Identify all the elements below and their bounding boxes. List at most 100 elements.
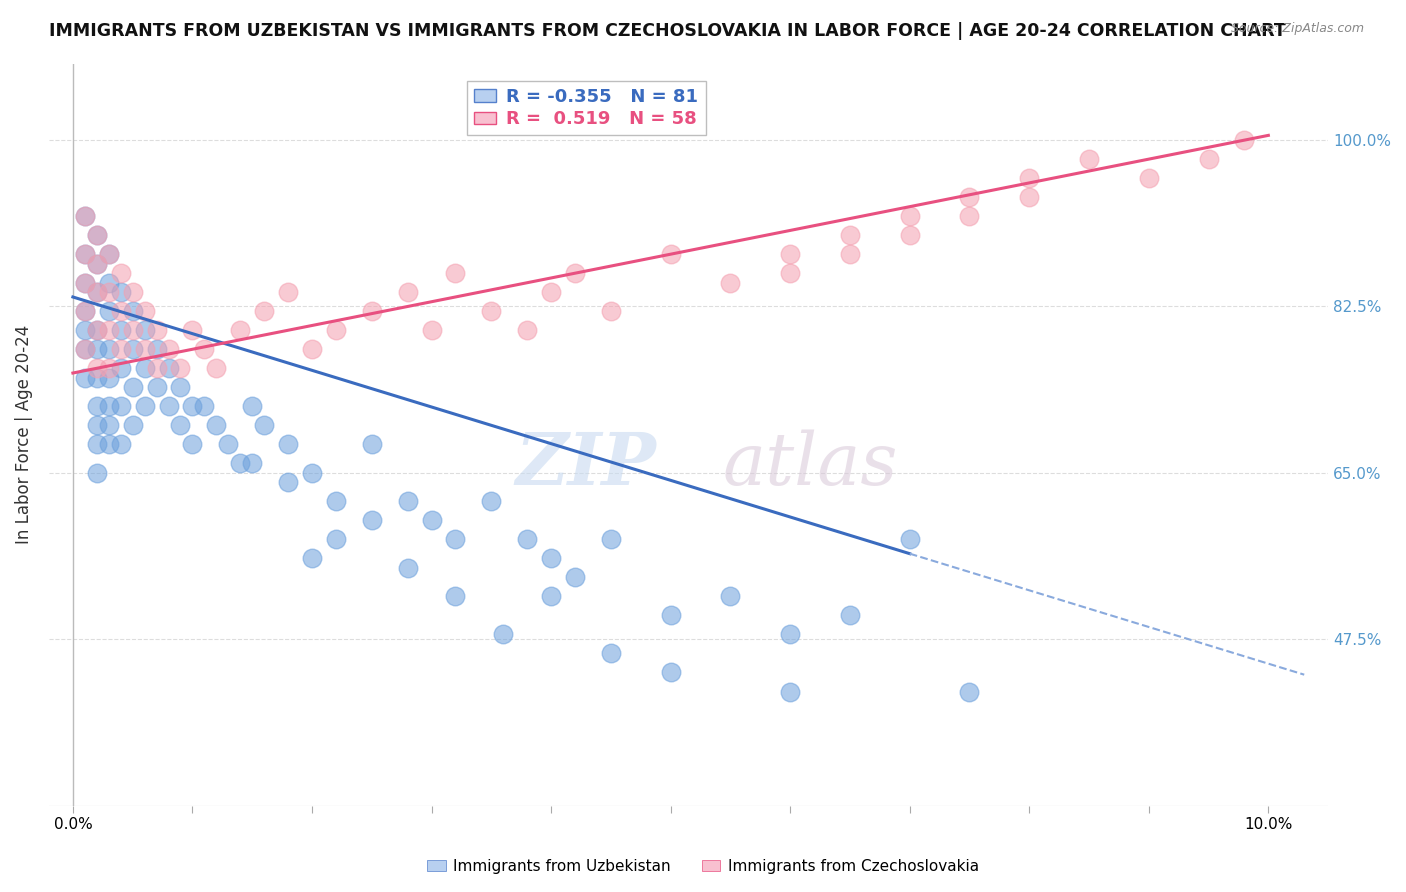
Point xyxy=(253,304,276,318)
Point xyxy=(718,590,741,604)
Point xyxy=(193,343,215,357)
Point xyxy=(97,361,120,376)
Point xyxy=(1233,133,1256,147)
Point xyxy=(396,494,419,508)
Point xyxy=(479,494,502,508)
Point xyxy=(86,371,108,385)
Point xyxy=(1137,171,1160,186)
Point xyxy=(325,533,347,547)
Point xyxy=(157,343,180,357)
Point xyxy=(121,343,143,357)
Point xyxy=(564,266,586,280)
Point xyxy=(718,276,741,290)
Point xyxy=(779,247,801,261)
Point xyxy=(277,285,299,300)
Point xyxy=(86,323,108,337)
Point xyxy=(73,247,96,261)
Point xyxy=(420,323,443,337)
Point xyxy=(97,276,120,290)
Text: atlas: atlas xyxy=(723,429,898,500)
Point xyxy=(779,627,801,641)
Point xyxy=(86,285,108,300)
Point xyxy=(898,533,921,547)
Point xyxy=(73,343,96,357)
Point xyxy=(959,684,981,698)
Point xyxy=(145,343,167,357)
Point xyxy=(73,323,96,337)
Point xyxy=(839,608,862,623)
Point xyxy=(396,561,419,575)
Point xyxy=(121,380,143,394)
Point xyxy=(97,285,120,300)
Point xyxy=(86,228,108,243)
Point xyxy=(599,533,621,547)
Point xyxy=(97,371,120,385)
Point xyxy=(134,323,156,337)
Point xyxy=(240,400,263,414)
Point xyxy=(898,228,921,243)
Point xyxy=(86,343,108,357)
Point xyxy=(110,343,132,357)
Point xyxy=(444,590,467,604)
Point xyxy=(169,418,191,433)
Point xyxy=(839,247,862,261)
Point xyxy=(959,190,981,204)
Point xyxy=(325,494,347,508)
Point xyxy=(360,304,382,318)
Point xyxy=(479,304,502,318)
Point xyxy=(169,361,191,376)
Point xyxy=(229,323,252,337)
Point xyxy=(959,209,981,223)
Point xyxy=(97,437,120,451)
Point xyxy=(134,361,156,376)
Point xyxy=(97,304,120,318)
Point xyxy=(86,361,108,376)
Point xyxy=(110,323,132,337)
Point xyxy=(540,285,562,300)
Point xyxy=(145,323,167,337)
Point xyxy=(169,380,191,394)
Point xyxy=(110,266,132,280)
Point xyxy=(97,418,120,433)
Point xyxy=(86,285,108,300)
Point xyxy=(121,304,143,318)
Point xyxy=(277,475,299,490)
Point xyxy=(599,304,621,318)
Point xyxy=(73,276,96,290)
Point xyxy=(516,323,538,337)
Point xyxy=(86,257,108,271)
Point xyxy=(181,323,204,337)
Point xyxy=(492,627,515,641)
Point xyxy=(217,437,239,451)
Point xyxy=(659,608,682,623)
Point xyxy=(396,285,419,300)
Text: ZIP: ZIP xyxy=(516,429,657,500)
Point xyxy=(73,304,96,318)
Point xyxy=(444,533,467,547)
Point xyxy=(86,323,108,337)
Point xyxy=(277,437,299,451)
Point xyxy=(1018,171,1040,186)
Point xyxy=(110,437,132,451)
Legend: Immigrants from Uzbekistan, Immigrants from Czechoslovakia: Immigrants from Uzbekistan, Immigrants f… xyxy=(422,853,984,880)
Point xyxy=(86,228,108,243)
Point xyxy=(1078,152,1101,166)
Point xyxy=(86,437,108,451)
Point xyxy=(360,437,382,451)
Point xyxy=(110,400,132,414)
Point xyxy=(540,551,562,566)
Point xyxy=(73,343,96,357)
Text: Source: ZipAtlas.com: Source: ZipAtlas.com xyxy=(1230,22,1364,36)
Point xyxy=(86,400,108,414)
Point xyxy=(97,343,120,357)
Point xyxy=(301,343,323,357)
Point xyxy=(134,304,156,318)
Point xyxy=(516,533,538,547)
Point xyxy=(1018,190,1040,204)
Point xyxy=(73,276,96,290)
Legend: R = -0.355   N = 81, R =  0.519   N = 58: R = -0.355 N = 81, R = 0.519 N = 58 xyxy=(467,80,706,136)
Point xyxy=(157,361,180,376)
Point xyxy=(420,513,443,527)
Point xyxy=(121,418,143,433)
Point xyxy=(121,285,143,300)
